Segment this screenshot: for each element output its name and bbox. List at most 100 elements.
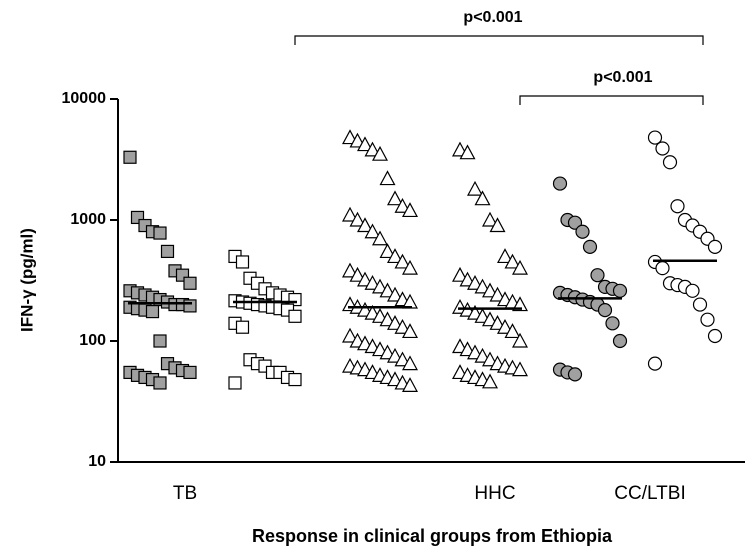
x-axis-label: Response in clinical groups from Ethiopi… <box>252 526 613 546</box>
point <box>386 286 404 302</box>
y-tick-label: 1000 <box>70 211 106 228</box>
point <box>605 316 620 331</box>
point <box>379 170 396 186</box>
point <box>386 190 404 206</box>
point <box>481 373 499 389</box>
point <box>575 224 590 239</box>
y-tick-label: 10 <box>88 453 106 470</box>
point <box>364 223 381 239</box>
point <box>153 226 167 240</box>
point <box>379 282 396 298</box>
point <box>401 355 419 371</box>
point <box>489 315 506 330</box>
point <box>612 333 628 349</box>
point <box>451 266 469 282</box>
point <box>511 296 529 312</box>
x-tick-label: HHC <box>474 483 515 504</box>
point <box>153 376 167 390</box>
point <box>459 144 476 160</box>
point <box>692 297 708 312</box>
x-tick-label: TB <box>173 483 197 504</box>
point <box>379 243 396 259</box>
point <box>394 351 411 367</box>
point <box>371 230 389 246</box>
point <box>371 145 389 161</box>
x-tick-label: CC/LTBI <box>614 483 685 504</box>
point <box>160 244 175 259</box>
point <box>349 266 366 282</box>
point <box>394 197 411 213</box>
y-tick-label: 100 <box>79 332 106 349</box>
point <box>511 259 529 275</box>
point <box>511 361 529 377</box>
p-value: p<0.001 <box>593 69 652 86</box>
point <box>341 206 359 222</box>
point <box>504 253 521 269</box>
point <box>288 309 302 323</box>
point <box>662 155 678 170</box>
point <box>379 311 396 327</box>
point <box>489 217 506 233</box>
point <box>655 261 670 276</box>
point <box>647 130 663 145</box>
point <box>341 327 359 343</box>
point <box>670 199 685 214</box>
point <box>394 253 411 269</box>
point <box>481 282 499 298</box>
point <box>153 334 167 348</box>
point <box>707 328 723 344</box>
p-value: p<0.001 <box>463 9 522 26</box>
point <box>386 248 404 264</box>
point <box>481 351 499 367</box>
point <box>183 299 197 313</box>
point <box>590 268 605 283</box>
point <box>466 180 484 196</box>
point <box>356 217 374 233</box>
point <box>612 283 628 298</box>
point <box>504 323 521 339</box>
point <box>123 150 137 164</box>
point <box>288 372 302 387</box>
point <box>235 255 250 269</box>
bracket <box>519 95 704 105</box>
point <box>700 312 715 327</box>
point <box>647 356 663 371</box>
point <box>183 276 197 290</box>
point <box>386 347 404 363</box>
point <box>394 318 411 334</box>
point <box>552 176 568 191</box>
point <box>349 132 366 148</box>
point <box>401 377 419 392</box>
point <box>341 262 359 278</box>
point <box>364 275 381 290</box>
point <box>401 202 419 218</box>
point <box>496 248 514 264</box>
point <box>474 347 491 363</box>
point <box>489 286 506 302</box>
point <box>183 365 197 380</box>
point <box>364 141 381 157</box>
point <box>496 318 514 334</box>
point <box>386 315 404 330</box>
point <box>235 320 250 334</box>
point <box>481 311 499 327</box>
point <box>401 259 419 275</box>
bracket <box>294 35 704 45</box>
point <box>655 141 670 156</box>
point <box>481 211 499 227</box>
point <box>582 239 598 254</box>
point <box>685 283 700 298</box>
point <box>511 332 529 348</box>
point <box>145 304 160 319</box>
point <box>466 275 484 290</box>
point <box>474 190 491 206</box>
point <box>567 215 583 230</box>
point <box>707 239 723 254</box>
point <box>567 367 583 382</box>
point <box>356 136 374 152</box>
point <box>349 211 366 227</box>
y-axis-label: IFN-γ (pg/ml) <box>17 228 36 332</box>
point <box>401 323 419 339</box>
y-tick-label: 10000 <box>62 90 107 107</box>
